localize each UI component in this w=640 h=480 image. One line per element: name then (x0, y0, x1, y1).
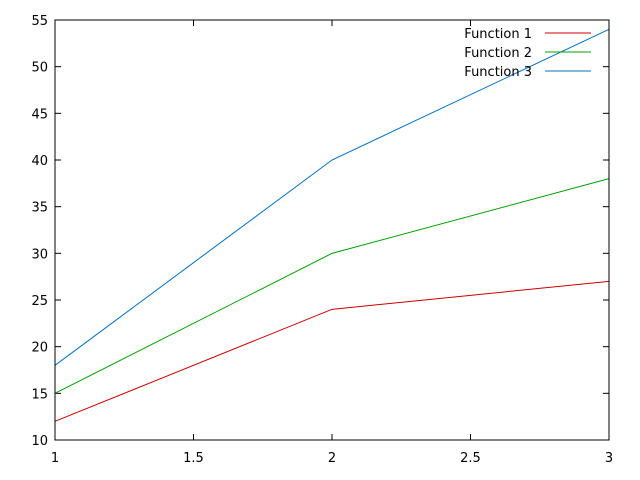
y-tick-label: 40 (31, 154, 48, 169)
x-tick-label: 1.5 (183, 451, 204, 466)
y-tick-label: 10 (31, 434, 48, 449)
plot-frame (54, 19, 610, 441)
y-tick-label: 20 (31, 341, 48, 356)
x-tick-label: 1 (51, 451, 59, 466)
y-tick-label: 50 (31, 61, 48, 76)
series-line-3 (54, 28, 610, 366)
axis-ticks (54, 19, 610, 441)
legend-label-1: Function 1 (464, 27, 532, 42)
x-tick-label: 2 (328, 451, 336, 466)
y-tick-label: 35 (31, 201, 48, 216)
y-tick-label: 45 (31, 107, 48, 122)
series-line-1 (54, 280, 610, 422)
y-tick-label: 15 (31, 387, 48, 402)
y-tick-label: 30 (31, 247, 48, 262)
y-tick-label: 25 (31, 294, 48, 309)
x-tick-label: 2.5 (460, 451, 481, 466)
legend: Function 1 Function 2 Function 3 (464, 27, 591, 80)
legend-label-3: Function 3 (464, 65, 532, 80)
x-tick-label: 3 (605, 451, 613, 466)
series-line-2 (54, 178, 610, 394)
y-tick-label: 55 (31, 14, 48, 29)
series-lines (54, 28, 610, 422)
legend-label-2: Function 2 (464, 46, 532, 61)
tick-labels: 10 15 20 25 30 35 40 45 50 55 1 1.5 2 2.5 3 (31, 14, 613, 466)
